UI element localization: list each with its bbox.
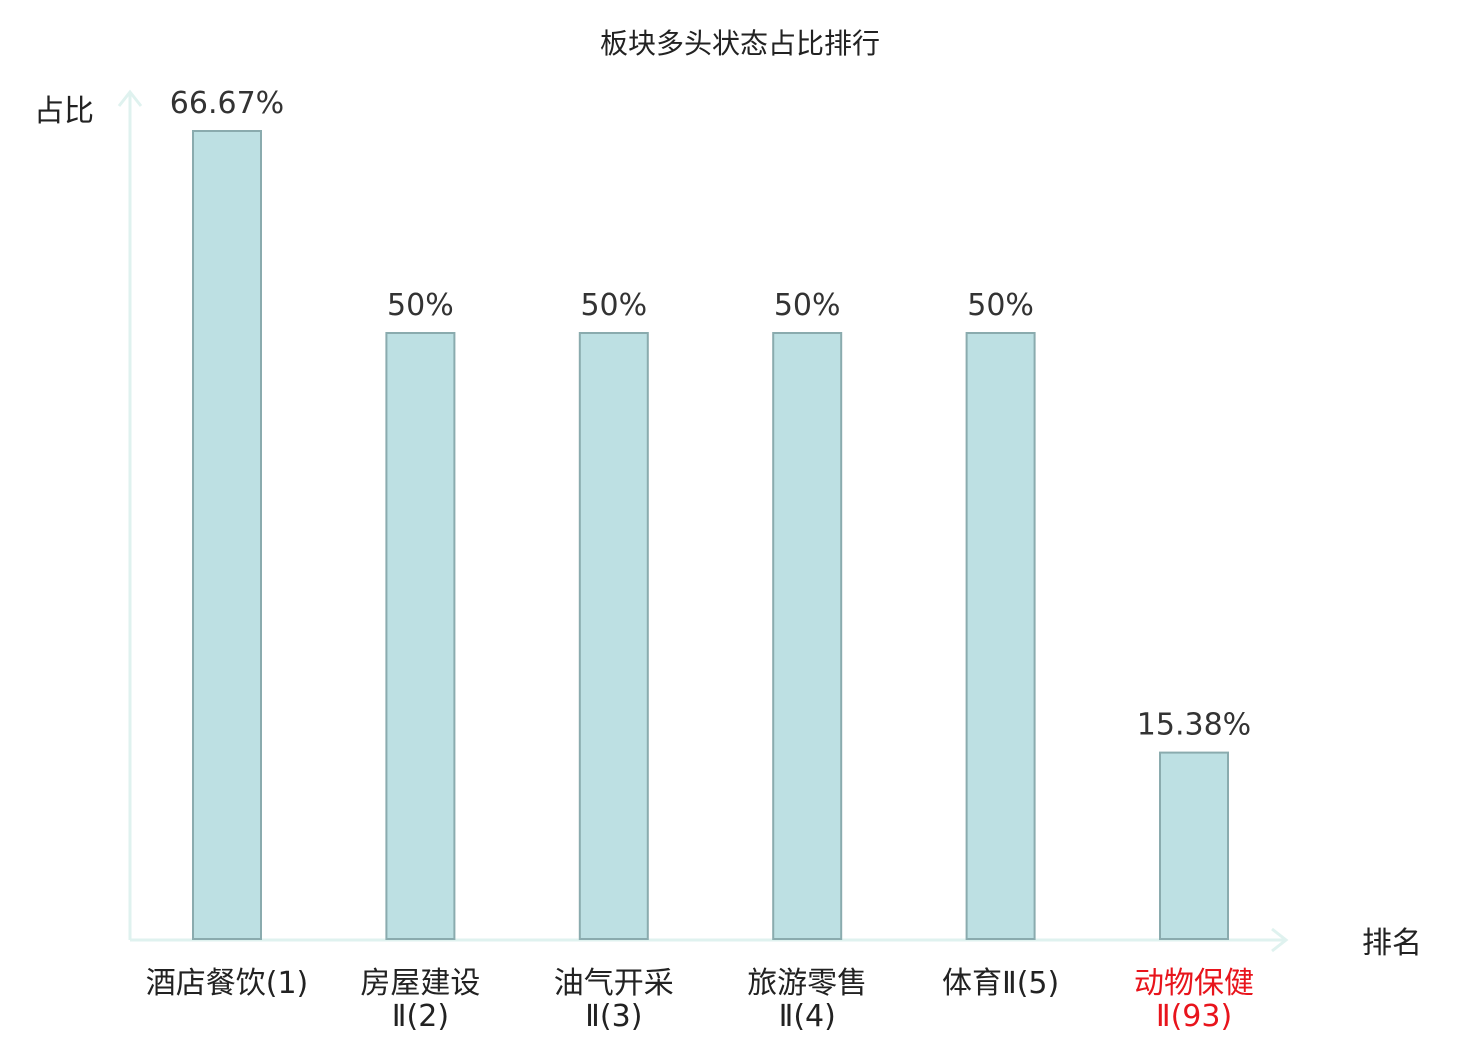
bar [192, 130, 262, 940]
bar [772, 332, 843, 940]
category-tick-label: 房屋建设 [360, 966, 480, 1001]
x-axis-arrow [1271, 927, 1289, 953]
category-tick-label: 酒店餐饮(1) [146, 966, 309, 1001]
y-axis-label: 占比 [34, 94, 94, 129]
bar [1159, 751, 1229, 940]
bar-value-label: 50% [967, 288, 1034, 323]
bar [578, 332, 649, 940]
bar-value-label: 50% [580, 288, 647, 323]
bar-value-label: 66.67% [170, 86, 284, 121]
bars [192, 130, 1229, 940]
bar [385, 332, 456, 940]
category-tick-label: 动物保健 [1134, 966, 1254, 1001]
category-tick-label: Ⅱ(4) [779, 999, 836, 1034]
category-tick-label: Ⅱ(2) [392, 999, 449, 1034]
category-tick-label: 体育Ⅱ(5) [942, 966, 1059, 1001]
value-labels: 66.67% 50% 50% 50% 50% 15.38% [170, 86, 1251, 743]
bar-value-label: 50% [774, 288, 841, 323]
chart-title: 板块多头状态占比排行 [600, 27, 880, 60]
x-axis-label: 排名 [1362, 926, 1422, 961]
category-tick-label: 旅游零售 [747, 966, 867, 1001]
category-tick-label: Ⅱ(3) [585, 999, 642, 1034]
y-axis-arrow [117, 89, 143, 107]
axes [117, 89, 1289, 953]
bar-value-label: 50% [387, 288, 454, 323]
bar [965, 332, 1036, 940]
category-tick-label: 油气开采 [554, 966, 674, 1001]
category-tick-label: Ⅱ(93) [1156, 999, 1232, 1034]
bar-value-label: 15.38% [1137, 708, 1251, 743]
